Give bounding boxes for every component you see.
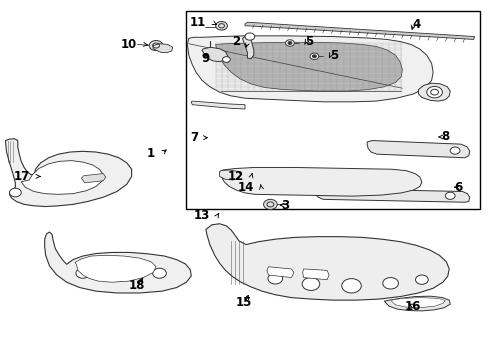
Text: 7: 7 (191, 131, 198, 144)
Text: 2: 2 (232, 35, 240, 49)
Circle shape (302, 278, 320, 291)
Circle shape (222, 57, 230, 62)
Polygon shape (187, 36, 433, 102)
Circle shape (114, 271, 127, 281)
Circle shape (245, 33, 255, 40)
Text: 8: 8 (441, 130, 449, 144)
Polygon shape (191, 101, 245, 109)
Circle shape (9, 188, 21, 197)
Polygon shape (81, 174, 106, 183)
Text: 5: 5 (305, 35, 314, 49)
Polygon shape (243, 37, 254, 59)
Circle shape (76, 268, 90, 278)
Text: 12: 12 (228, 170, 244, 183)
Circle shape (149, 41, 163, 50)
Circle shape (383, 278, 398, 289)
Polygon shape (45, 232, 191, 293)
Polygon shape (75, 255, 156, 282)
Bar (186, 12, 480, 209)
Text: 1: 1 (147, 147, 155, 159)
Polygon shape (206, 224, 449, 300)
Polygon shape (367, 140, 470, 158)
Polygon shape (418, 83, 450, 101)
Circle shape (216, 22, 227, 30)
Polygon shape (314, 187, 470, 202)
Circle shape (264, 199, 277, 210)
Circle shape (313, 55, 317, 58)
Polygon shape (384, 296, 450, 311)
Text: 16: 16 (405, 300, 421, 313)
Circle shape (427, 86, 442, 98)
Polygon shape (216, 42, 402, 91)
Text: 13: 13 (194, 210, 210, 222)
Circle shape (288, 41, 292, 44)
Polygon shape (303, 269, 329, 280)
Text: 11: 11 (190, 17, 206, 30)
Polygon shape (392, 298, 445, 308)
Circle shape (416, 275, 428, 284)
Polygon shape (21, 161, 103, 194)
Circle shape (286, 40, 294, 46)
Text: 14: 14 (238, 181, 254, 194)
Text: 6: 6 (454, 181, 463, 194)
Circle shape (310, 53, 319, 59)
Circle shape (342, 279, 361, 293)
Circle shape (268, 273, 283, 284)
Text: 18: 18 (128, 279, 145, 292)
Polygon shape (5, 139, 132, 207)
Text: 17: 17 (14, 170, 30, 183)
Circle shape (450, 147, 460, 154)
Circle shape (445, 192, 455, 199)
Polygon shape (220, 170, 241, 180)
Text: 10: 10 (120, 38, 137, 51)
Text: 9: 9 (201, 51, 210, 64)
Text: 5: 5 (330, 49, 338, 62)
Polygon shape (153, 44, 172, 53)
Polygon shape (267, 267, 294, 278)
Polygon shape (202, 47, 228, 62)
Circle shape (153, 268, 166, 278)
Text: 3: 3 (281, 199, 289, 212)
Polygon shape (220, 167, 422, 196)
Text: 4: 4 (413, 18, 421, 31)
Polygon shape (245, 22, 475, 40)
Text: 15: 15 (236, 296, 252, 309)
